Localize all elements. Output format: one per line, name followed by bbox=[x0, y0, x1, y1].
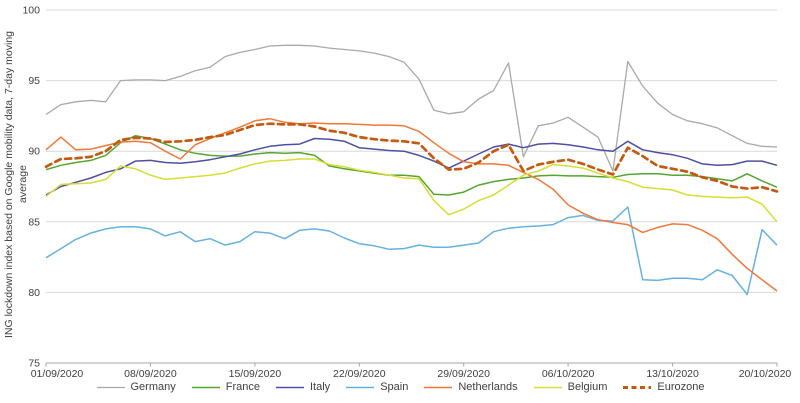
x-tick-label: 15/09/2020 bbox=[229, 368, 282, 380]
y-axis-title: ING lockdown index based on Google mobil… bbox=[2, 5, 30, 363]
legend-item-italy: Italy bbox=[275, 381, 330, 393]
x-tick-label: 01/09/2020 bbox=[31, 368, 84, 380]
x-tick-label: 20/10/2020 bbox=[739, 368, 792, 380]
series-line-spain bbox=[45, 206, 778, 296]
legend-item-belgium: Belgium bbox=[533, 381, 608, 393]
legend-item-germany: Germany bbox=[96, 381, 176, 393]
legend-swatch-spain bbox=[346, 386, 375, 388]
legend-label-netherlands: Netherlands bbox=[458, 381, 518, 393]
legend-item-netherlands: Netherlands bbox=[423, 381, 518, 393]
legend: Germany France Italy Spain Netherlands Belgiu… bbox=[0, 381, 800, 393]
series-line-italy bbox=[45, 137, 778, 196]
legend-swatch-netherlands bbox=[424, 386, 453, 388]
y-tick-label: 90 bbox=[28, 146, 40, 158]
legend-label-belgium: Belgium bbox=[567, 381, 608, 393]
legend-swatch-belgium bbox=[533, 386, 562, 388]
x-tick-label: 13/10/2020 bbox=[646, 368, 699, 380]
x-tick-label: 29/09/2020 bbox=[437, 368, 490, 380]
y-tick-label: 85 bbox=[28, 216, 40, 228]
x-tick-label: 06/10/2020 bbox=[542, 368, 595, 380]
legend-item-spain: Spain bbox=[345, 381, 408, 393]
y-tick-label: 95 bbox=[28, 75, 40, 87]
legend-item-france: France bbox=[191, 381, 260, 393]
legend-label-italy: Italy bbox=[310, 381, 331, 393]
series-line-netherlands bbox=[45, 117, 778, 292]
legend-item-eurozone: Eurozone bbox=[622, 381, 705, 393]
x-tick-label: 22/09/2020 bbox=[333, 368, 386, 380]
legend-swatch-italy bbox=[276, 386, 304, 388]
y-axis-title-line2: average bbox=[17, 165, 29, 203]
legend-label-france: France bbox=[225, 381, 260, 393]
legend-label-eurozone: Eurozone bbox=[657, 381, 705, 393]
legend-label-germany: Germany bbox=[130, 381, 176, 393]
legend-swatch-germany bbox=[96, 386, 125, 388]
plot-area: 75 80 85 90 95 100 01/09/2020 08/09/2020 15/09/2… bbox=[22, 5, 792, 381]
y-tick-label: 100 bbox=[22, 5, 40, 17]
legend-label-spain: Spain bbox=[380, 381, 409, 393]
legend-swatch-france bbox=[191, 386, 220, 388]
y-axis-title-line1: ING lockdown index based on Google mobil… bbox=[3, 30, 15, 338]
series-line-belgium bbox=[45, 158, 778, 223]
series-line-france bbox=[45, 134, 778, 196]
x-tick-label: 08/09/2020 bbox=[124, 368, 177, 380]
y-tick-label: 75 bbox=[28, 358, 40, 370]
legend-swatch-eurozone bbox=[623, 385, 652, 389]
y-tick-label: 80 bbox=[28, 287, 40, 299]
series-line-germany bbox=[45, 44, 778, 172]
series-line-eurozone bbox=[44, 122, 779, 193]
